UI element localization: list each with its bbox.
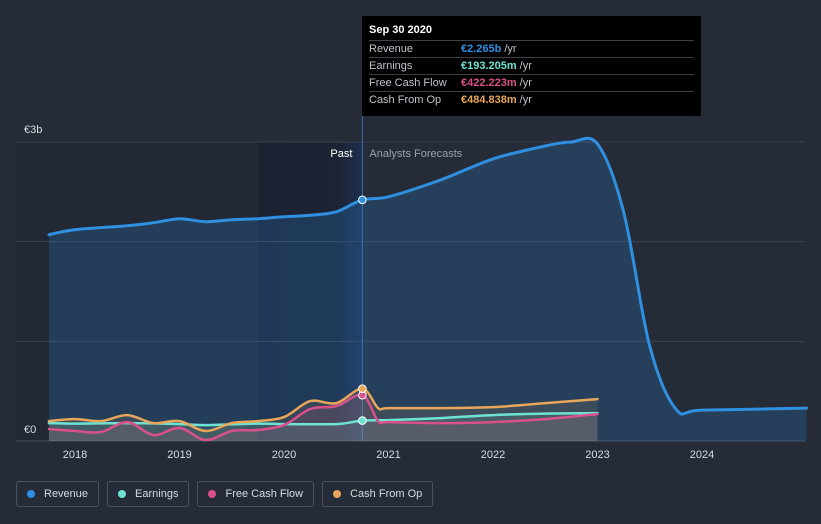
legend-item-free-cash-flow[interactable]: Free Cash Flow xyxy=(197,481,315,507)
x-tick-label: 2018 xyxy=(63,449,87,461)
x-tick-label: 2020 xyxy=(272,449,296,461)
legend-dot-icon xyxy=(333,490,342,498)
tooltip-unit: /yr xyxy=(519,77,532,89)
y-tick-label: €0 xyxy=(24,424,36,436)
x-tick-label: 2021 xyxy=(376,449,400,461)
legend-item-earnings[interactable]: Earnings xyxy=(107,481,190,507)
series-area-free-cash-flow xyxy=(48,394,598,441)
tooltip-label: Cash From Op xyxy=(369,94,442,106)
past-region-shade xyxy=(16,142,258,441)
legend-item-revenue[interactable]: Revenue xyxy=(16,481,100,507)
legend-label: Free Cash Flow xyxy=(225,488,304,500)
tooltip-row-free-cash-flow: Free Cash Flow €422.223m /yr xyxy=(369,74,694,91)
x-tick-label: 2024 xyxy=(690,449,714,461)
legend-item-cash-from-op[interactable]: Cash From Op xyxy=(322,481,434,507)
tooltip-label: Free Cash Flow xyxy=(369,77,447,89)
series-area-earnings xyxy=(48,413,598,441)
tooltip-row-earnings: Earnings €193.205m /yr xyxy=(369,57,694,74)
tooltip: Sep 30 2020 Revenue €2.265b /yr Earnings… xyxy=(362,16,701,116)
series-line-revenue xyxy=(47,136,808,416)
x-tick-label: 2023 xyxy=(585,449,609,461)
tooltip-row-cash-from-op: Cash From Op €484.838m /yr xyxy=(369,91,694,108)
legend: Revenue Earnings Free Cash Flow Cash Fro… xyxy=(16,481,434,507)
legend-dot-icon xyxy=(208,490,217,498)
series-area-revenue xyxy=(48,138,807,441)
tooltip-unit: /yr xyxy=(519,60,532,72)
x-tick-label: 2022 xyxy=(481,449,505,461)
legend-dot-icon xyxy=(27,490,35,498)
tooltip-unit: /yr xyxy=(504,43,517,55)
x-tick-label: 2019 xyxy=(167,449,191,461)
series-line-cash-from-op xyxy=(47,387,599,433)
past-region-highlight xyxy=(257,142,363,441)
tooltip-label: Revenue xyxy=(369,43,414,55)
forecast-label: Analysts Forecasts xyxy=(369,148,462,160)
series-line-free-cash-flow xyxy=(47,393,599,442)
tooltip-value: €2.265b xyxy=(461,43,502,55)
y-tick-label: €3b xyxy=(24,124,42,136)
tooltip-date: Sep 30 2020 xyxy=(369,24,432,36)
marker-revenue xyxy=(358,195,367,205)
marker-cash-from-op xyxy=(358,384,367,393)
legend-dot-icon xyxy=(118,490,127,498)
tooltip-row-revenue: Revenue €2.265b /yr xyxy=(369,40,694,57)
series-area-cash-from-op xyxy=(48,388,598,441)
tooltip-label: Earnings xyxy=(369,60,413,72)
legend-label: Revenue xyxy=(44,488,89,500)
tooltip-value: €484.838m xyxy=(461,94,517,106)
tooltip-value: €193.205m xyxy=(461,60,517,72)
past-label: Past xyxy=(330,148,352,160)
tooltip-value: €422.223m xyxy=(461,77,517,89)
tooltip-unit: /yr xyxy=(519,94,532,106)
legend-label: Cash From Op xyxy=(350,488,423,500)
legend-label: Earnings xyxy=(135,488,179,500)
marker-earnings xyxy=(358,416,367,425)
